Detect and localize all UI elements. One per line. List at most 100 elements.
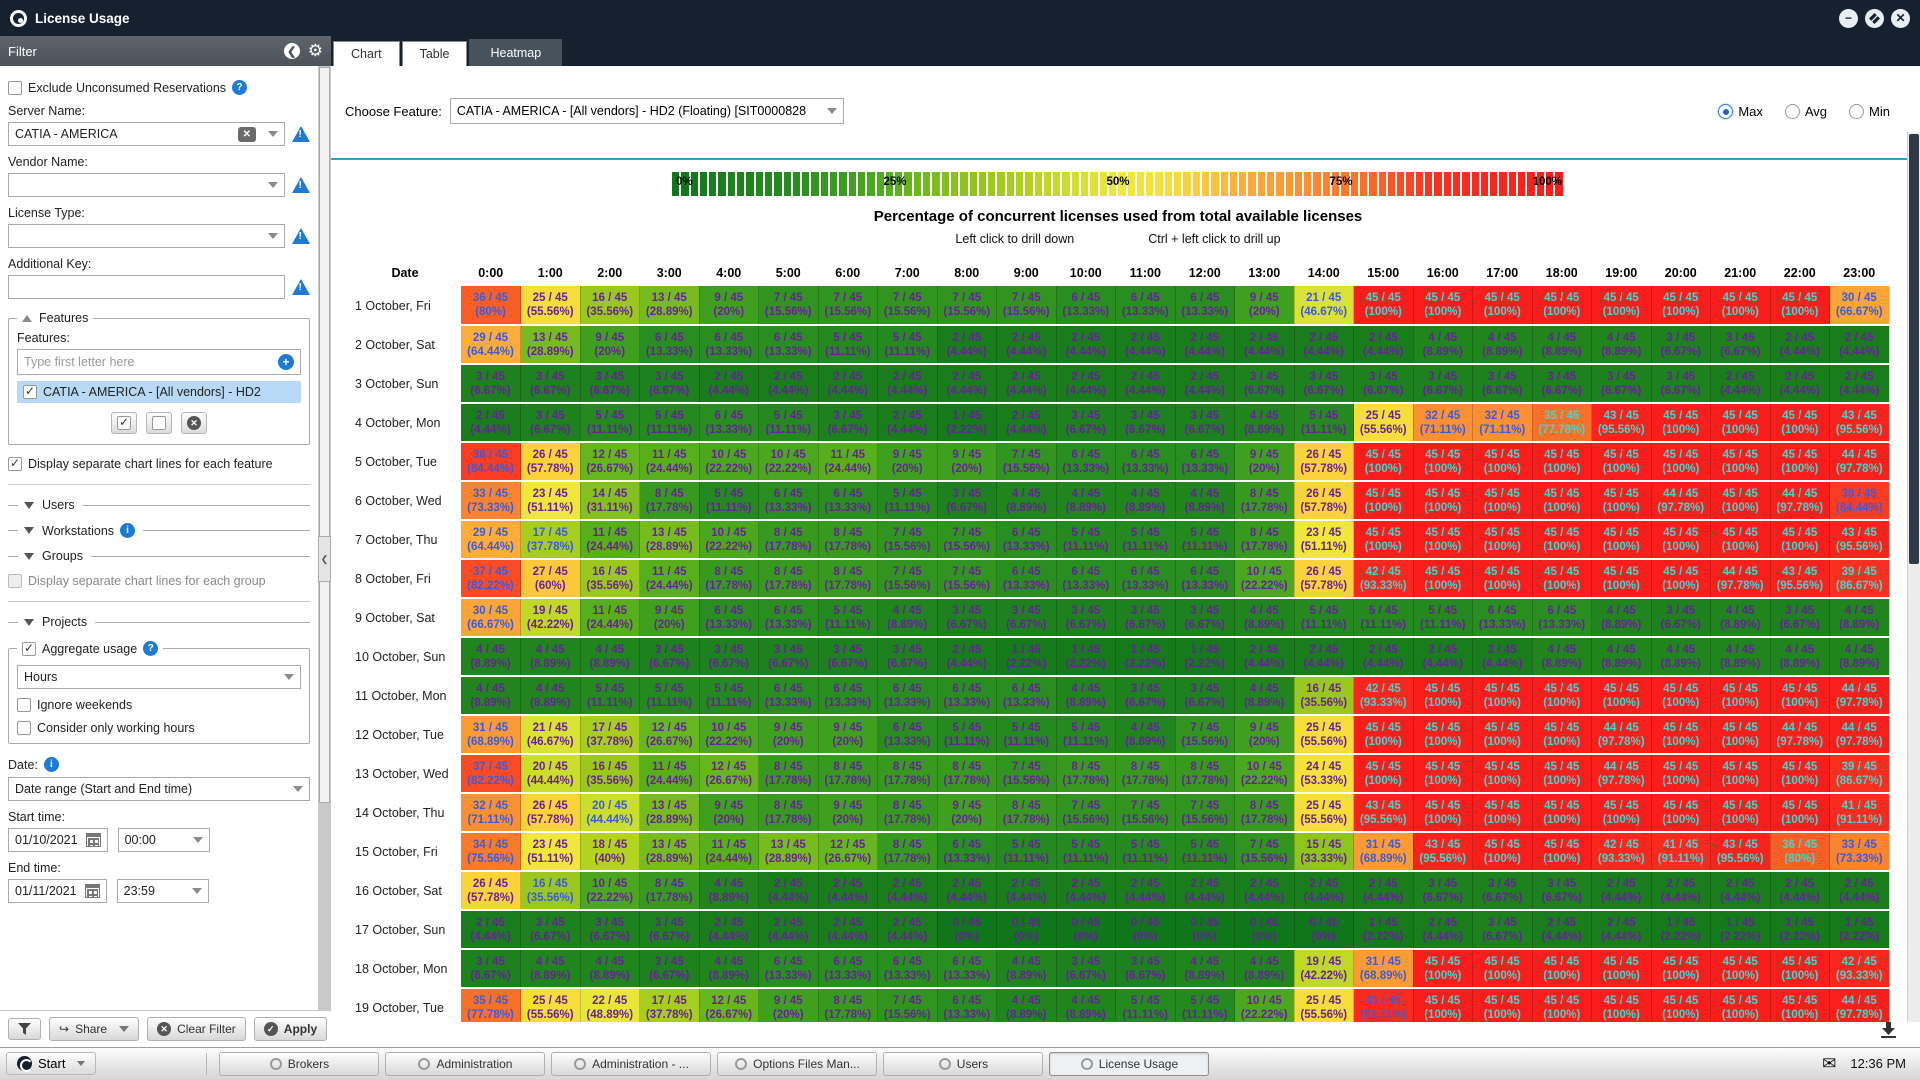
heatmap-cell[interactable]: 2 / 45 (4.44%) bbox=[1056, 364, 1116, 404]
heatmap-cell[interactable]: 8 / 45 (17.78%) bbox=[1234, 793, 1295, 833]
heatmap-cell[interactable]: 21 / 45 (46.67%) bbox=[520, 715, 581, 755]
heatmap-cell[interactable]: 4 / 45 (8.89%) bbox=[580, 949, 640, 989]
heatmap-cell[interactable]: 45 / 45 (100%) bbox=[1472, 988, 1533, 1022]
heatmap-cell[interactable]: 4 / 45 (8.89%) bbox=[1591, 637, 1652, 677]
heatmap-cell[interactable]: 45 / 45 (100%) bbox=[1472, 520, 1533, 560]
heatmap-cell[interactable]: 2 / 45 (4.44%) bbox=[1175, 871, 1235, 911]
heatmap-cell[interactable]: 6 / 45 (13.33%) bbox=[1056, 286, 1116, 326]
apply-button[interactable]: ✓ Apply bbox=[253, 1017, 328, 1041]
heatmap-cell[interactable]: 45 / 45 (100%) bbox=[1710, 286, 1771, 326]
heatmap-cell[interactable]: 45 / 45 (100%) bbox=[1413, 481, 1473, 521]
heatmap-cell[interactable]: 12 / 45 (26.67%) bbox=[699, 754, 759, 794]
heatmap-cell[interactable]: 4 / 45 (8.89%) bbox=[580, 637, 640, 677]
heatmap-cell[interactable]: 9 / 45 (20%) bbox=[580, 325, 640, 365]
heatmap-cell[interactable]: 45 / 45 (100%) bbox=[1770, 286, 1830, 326]
heatmap-cell[interactable]: 2 / 45 (4.44%) bbox=[1115, 364, 1176, 404]
heatmap-cell[interactable]: 2 / 45 (4.44%) bbox=[877, 364, 938, 404]
heatmap-cell[interactable]: 4 / 45 (8.89%) bbox=[1234, 949, 1295, 989]
heatmap-cell[interactable]: 45 / 45 (100%) bbox=[1770, 520, 1830, 560]
heatmap-cell[interactable]: 45 / 45 (100%) bbox=[1532, 676, 1592, 716]
heatmap-cell[interactable]: 2 / 45 (4.44%) bbox=[877, 403, 938, 443]
heatmap-cell[interactable]: 3 / 45 (6.67%) bbox=[639, 637, 700, 677]
start-time-select[interactable]: 00:00 bbox=[117, 828, 210, 852]
heatmap-cell[interactable]: 3 / 45 (6.67%) bbox=[461, 364, 521, 404]
taskbar-button-options-files-man[interactable]: Options Files Man... bbox=[717, 1051, 878, 1076]
heatmap-cell[interactable]: 12 / 45 (26.67%) bbox=[580, 442, 640, 482]
heatmap-cell[interactable]: 8 / 45 (17.78%) bbox=[937, 754, 997, 794]
heatmap-cell[interactable]: 13 / 45 (28.89%) bbox=[639, 520, 700, 560]
heatmap-cell[interactable]: 8 / 45 (17.78%) bbox=[1234, 520, 1295, 560]
heatmap-cell[interactable]: 8 / 45 (17.78%) bbox=[639, 871, 700, 911]
heatmap-cell[interactable]: 32 / 45 (71.11%) bbox=[1472, 403, 1533, 443]
feature-item-checkbox[interactable] bbox=[23, 385, 37, 399]
heatmap-cell[interactable]: 8 / 45 (17.78%) bbox=[758, 754, 819, 794]
heatmap-cell[interactable]: 45 / 45 (100%) bbox=[1591, 442, 1652, 482]
heatmap-cell[interactable]: 2 / 45 (4.44%) bbox=[1532, 910, 1592, 950]
heatmap-cell[interactable]: 18 / 45 (40%) bbox=[580, 832, 640, 872]
filter-settings-gear-icon[interactable]: ⚙ bbox=[307, 41, 323, 60]
heatmap-cell[interactable]: 4 / 45 (8.89%) bbox=[1115, 715, 1176, 755]
heatmap-cell[interactable]: 2 / 45 (4.44%) bbox=[1115, 871, 1176, 911]
heatmap-cell[interactable]: 4 / 45 (8.89%) bbox=[1829, 637, 1890, 677]
heatmap-cell[interactable]: 8 / 45 (17.78%) bbox=[877, 793, 938, 833]
heatmap-cell[interactable]: 45 / 45 (100%) bbox=[1651, 988, 1711, 1022]
heatmap-cell[interactable]: 4 / 45 (8.89%) bbox=[1829, 598, 1890, 638]
heatmap-cell[interactable]: 7 / 45 (15.56%) bbox=[1234, 832, 1295, 872]
heatmap-cell[interactable]: 45 / 45 (100%) bbox=[1591, 559, 1652, 599]
taskbar-button-brokers[interactable]: Brokers bbox=[219, 1051, 380, 1076]
heatmap-cell[interactable]: 45 / 45 (100%) bbox=[1710, 481, 1771, 521]
heatmap-cell[interactable]: 17 / 45 (37.78%) bbox=[580, 715, 640, 755]
heatmap-cell[interactable]: 45 / 45 (100%) bbox=[1710, 520, 1771, 560]
heatmap-cell[interactable]: 3 / 45 (6.67%) bbox=[1472, 910, 1533, 950]
heatmap-cell[interactable]: 8 / 45 (17.78%) bbox=[758, 559, 819, 599]
filter-funnel-button[interactable] bbox=[8, 1018, 41, 1040]
heatmap-cell[interactable]: 19 / 45 (42.22%) bbox=[1294, 949, 1354, 989]
heatmap-cell[interactable]: 5 / 45 (11.11%) bbox=[580, 676, 640, 716]
heatmap-cell[interactable]: 11 / 45 (24.44%) bbox=[639, 754, 700, 794]
heatmap-cell[interactable]: 7 / 45 (15.56%) bbox=[877, 559, 938, 599]
heatmap-cell[interactable]: 5 / 45 (11.11%) bbox=[1115, 988, 1176, 1022]
heatmap-cell[interactable]: 2 / 45 (4.44%) bbox=[1056, 325, 1116, 365]
heatmap-cell[interactable]: 16 / 45 (35.56%) bbox=[520, 871, 581, 911]
heatmap-cell[interactable]: 5 / 45 (11.11%) bbox=[1294, 598, 1354, 638]
heatmap-cell[interactable]: 25 / 45 (55.56%) bbox=[1353, 403, 1414, 443]
heatmap-cell[interactable]: 4 / 45 (8.89%) bbox=[1710, 598, 1771, 638]
main-scrollbar[interactable] bbox=[1907, 132, 1920, 1022]
heatmap-cell[interactable]: 9 / 45 (20%) bbox=[937, 793, 997, 833]
heatmap-cell[interactable]: 3 / 45 (6.67%) bbox=[639, 910, 700, 950]
heatmap-cell[interactable]: 3 / 45 (6.67%) bbox=[877, 637, 938, 677]
heatmap-cell[interactable]: 13 / 45 (28.89%) bbox=[639, 286, 700, 326]
heatmap-cell[interactable]: 45 / 45 (100%) bbox=[1651, 286, 1711, 326]
heatmap-cell[interactable]: 5 / 45 (11.11%) bbox=[1413, 598, 1473, 638]
heatmap-cell[interactable]: 8 / 45 (17.78%) bbox=[818, 754, 878, 794]
heatmap-cell[interactable]: 45 / 45 (100%) bbox=[1532, 520, 1592, 560]
heatmap-cell[interactable]: 4 / 45 (8.89%) bbox=[699, 871, 759, 911]
clear-value-icon[interactable]: ✕ bbox=[237, 126, 256, 142]
heatmap-cell[interactable]: 45 / 45 (100%) bbox=[1591, 481, 1652, 521]
heatmap-cell[interactable]: 2 / 45 (4.44%) bbox=[818, 910, 878, 950]
heatmap-cell[interactable]: 5 / 45 (11.11%) bbox=[996, 832, 1057, 872]
warning-icon[interactable] bbox=[292, 177, 310, 193]
heatmap-cell[interactable]: 45 / 45 (100%) bbox=[1353, 754, 1414, 794]
close-button[interactable]: ✕ bbox=[1891, 8, 1910, 28]
heatmap-cell[interactable]: 16 / 45 (35.56%) bbox=[580, 754, 640, 794]
radio-avg[interactable]: Avg bbox=[1784, 104, 1827, 119]
heatmap-cell[interactable]: 3 / 45 (6.67%) bbox=[1472, 871, 1533, 911]
heatmap-cell[interactable]: 22 / 45 (48.89%) bbox=[580, 988, 640, 1022]
heatmap-cell[interactable]: 4 / 45 (8.89%) bbox=[1770, 637, 1830, 677]
heatmap-cell[interactable]: 2 / 45 (4.44%) bbox=[1175, 325, 1235, 365]
heatmap-cell[interactable]: 25 / 45 (55.56%) bbox=[1294, 793, 1354, 833]
ignore-weekends-checkbox[interactable] bbox=[17, 698, 31, 712]
heatmap-cell[interactable]: 45 / 45 (100%) bbox=[1472, 676, 1533, 716]
heatmap-cell[interactable]: 2 / 45 (4.44%) bbox=[1115, 325, 1176, 365]
heatmap-cell[interactable]: 3 / 45 (6.67%) bbox=[1115, 403, 1176, 443]
heatmap-cell[interactable]: 8 / 45 (17.78%) bbox=[818, 559, 878, 599]
heatmap-cell[interactable]: 4 / 45 (8.89%) bbox=[1175, 481, 1235, 521]
heatmap-cell[interactable]: 3 / 45 (6.67%) bbox=[580, 910, 640, 950]
heatmap-cell[interactable]: 44 / 45 (97.78%) bbox=[1829, 442, 1890, 482]
heatmap-cell[interactable]: 45 / 45 (100%) bbox=[1532, 832, 1592, 872]
heatmap-cell[interactable]: 45 / 45 (100%) bbox=[1710, 754, 1771, 794]
heatmap-cell[interactable]: 37 / 45 (82.22%) bbox=[461, 559, 521, 599]
heatmap-cell[interactable]: 3 / 45 (6.67%) bbox=[1651, 325, 1711, 365]
heatmap-cell[interactable]: 1 / 45 (2.22%) bbox=[937, 403, 997, 443]
